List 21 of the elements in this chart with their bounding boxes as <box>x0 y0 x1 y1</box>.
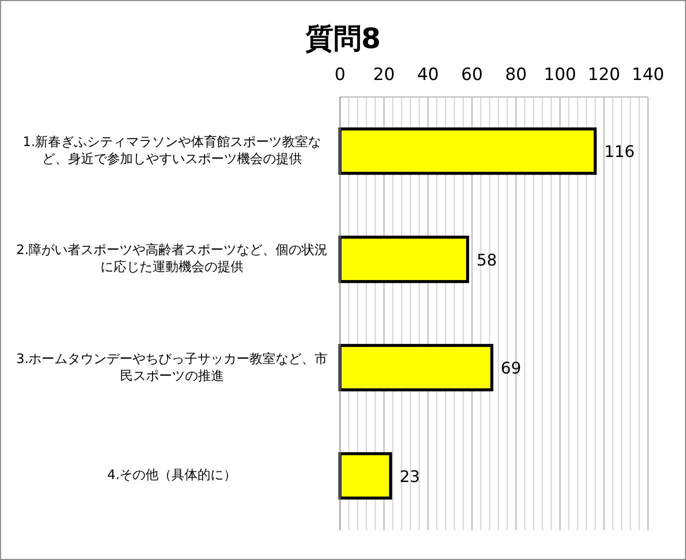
data-label: 69 <box>500 358 522 378</box>
chart-title: 質問8 <box>304 22 381 55</box>
bar <box>338 236 470 284</box>
x-tick-label: 120 <box>588 65 620 85</box>
x-tick-label: 40 <box>417 65 439 85</box>
bar <box>338 344 494 392</box>
x-tick-label: 140 <box>632 65 664 85</box>
x-tick-label: 60 <box>461 65 483 85</box>
data-label: 58 <box>476 250 497 270</box>
data-label: 116 <box>604 142 635 162</box>
y-tick-label: 1.新春ぎふシティマラソンや体育館スポーツ教室など、身近で参加しやすいスポーツ機会の提供 <box>22 134 322 168</box>
x-tick-label: 80 <box>505 65 527 85</box>
x-tick-label: 100 <box>544 65 576 85</box>
bar <box>338 452 392 500</box>
bar <box>338 127 597 175</box>
y-tick-label: 3.ホームタウンデーやちびっ子サッカー教室など、市民スポーツの推進 <box>15 350 329 385</box>
y-tick-label: 2.障がい者スポーツや高齢者スポーツなど、個の状況に応じた運動機会の提供 <box>15 242 329 276</box>
x-tick-label: 20 <box>373 65 395 85</box>
data-label: 23 <box>400 466 420 486</box>
y-tick-label: 4.その他（具体的に） <box>106 467 238 484</box>
x-tick-label: 0 <box>334 65 346 85</box>
